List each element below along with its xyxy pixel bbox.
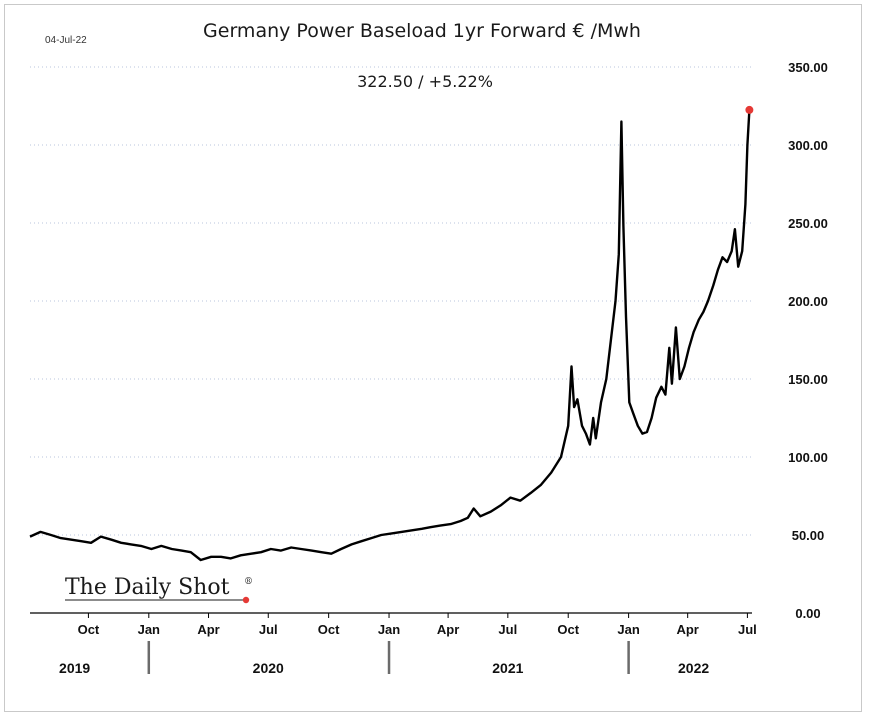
y-tick-label: 200.00 (788, 294, 828, 309)
logo-dot (242, 596, 250, 604)
last-value-label: 322.50 / +5.22% (357, 72, 493, 91)
logo-mark: ® (244, 577, 253, 587)
year-labels: 2019 2020 2021 2022 (59, 660, 709, 676)
chart-title: Germany Power Baseload 1yr Forward € /Mw… (203, 20, 641, 42)
x-tick-label: Jan (617, 622, 639, 637)
year-label: 2020 (253, 660, 284, 676)
x-tick-label: Jul (259, 622, 278, 637)
series-line (29, 109, 751, 562)
x-tick-label: Apr (676, 622, 698, 637)
x-tick-label: Oct (557, 622, 579, 637)
x-tick-label: Apr (197, 622, 219, 637)
x-tick-label: Oct (78, 622, 100, 637)
x-tick-label: Apr (437, 622, 459, 637)
y-tick-label: 350.00 (788, 60, 828, 75)
y-axis-ticks: 0.00 50.00 100.00 150.00 200.00 250.00 300.00 3… (788, 60, 828, 621)
year-label: 2021 (492, 660, 523, 676)
last-point-marker (745, 105, 754, 114)
y-tick-label: 300.00 (788, 138, 828, 153)
y-tick-label: 150.00 (788, 372, 828, 387)
gridlines (30, 66, 752, 536)
y-tick-label: 100.00 (788, 450, 828, 465)
x-tick-label: Oct (318, 622, 340, 637)
y-tick-label: 250.00 (788, 216, 828, 231)
chart-frame (4, 4, 862, 712)
x-tick-label: Jan (138, 622, 160, 637)
year-label: 2019 (59, 660, 90, 676)
year-label: 2022 (678, 660, 709, 676)
x-axis-ticks: Oct Jan Apr Jul Oct Jan Apr Jul Oct Jan Apr Jul (78, 613, 757, 637)
x-tick-label: Jan (378, 622, 400, 637)
year-dividers (147, 641, 630, 674)
y-tick-label: 0.00 (795, 606, 820, 621)
date-label: 04-Jul-22 (45, 35, 87, 46)
y-tick-label: 50.00 (792, 528, 825, 543)
logo-text: The Daily Shot (65, 575, 230, 600)
x-tick-label: Jul (498, 622, 517, 637)
x-tick-label: Jul (738, 622, 757, 637)
